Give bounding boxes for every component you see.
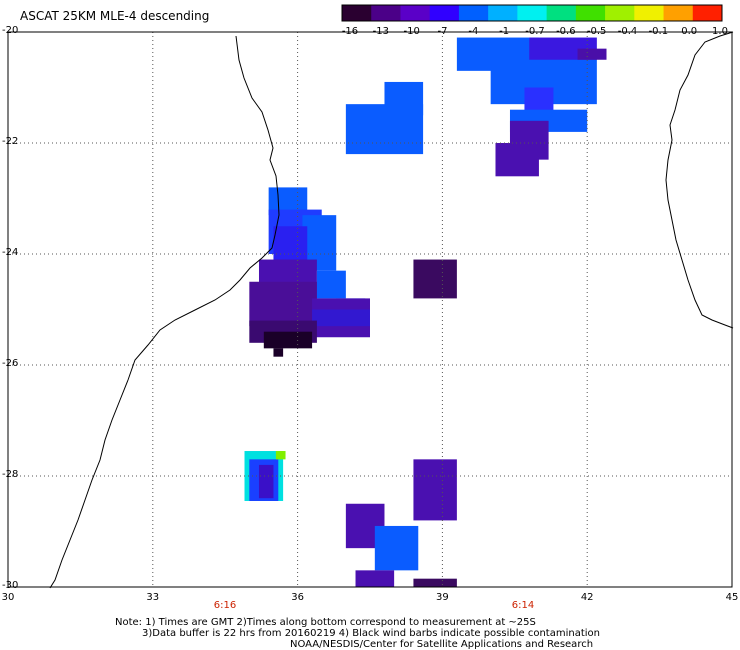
lat-tick-label: -20 [2,25,19,36]
coastline-africa [49,35,280,589]
wind-cell [345,104,424,155]
wind-cell [316,270,346,299]
wind-cell [273,348,284,357]
map-title: ASCAT 25KM MLE-4 descending [20,9,210,23]
wind-cell [413,459,457,521]
lon-tick-label: 36 [291,592,304,603]
colorbar-swatch [371,5,401,21]
lat-tick-label: -26 [2,358,19,369]
lon-tick-label: 33 [146,592,160,603]
lat-tick-label: -24 [2,247,19,258]
colorbar-swatch [342,5,372,21]
wind-cell [495,143,539,177]
coastline-madagascar [665,31,734,329]
wind-map[interactable] [0,0,740,600]
wind-cell [275,451,286,460]
colorbar-swatch [692,5,723,21]
wind-cell [249,281,317,327]
footnote-line-2: 3)Data buffer is 22 hrs from 20160219 4)… [142,628,600,639]
wind-cell [263,331,313,349]
map-frame [7,31,733,588]
colorbar-swatch [429,5,460,21]
colorbar-swatch [634,5,665,21]
colorbar-swatch [488,5,518,21]
colorbar-swatch [517,5,548,21]
colorbar-swatch [605,5,635,21]
colorbar-swatch [458,5,489,21]
wind-cell [413,578,457,587]
footnote-line-1: Note: 1) Times are GMT 2)Times along bot… [115,617,536,628]
footnote-credit: NOAA/NESDIS/Center for Satellite Applica… [290,639,594,650]
colorbar-swatch [663,5,694,21]
lat-tick-label: -30 [2,580,19,591]
lon-tick-label: 42 [580,592,594,603]
colorbar-swatch [575,5,606,21]
wind-cell [258,464,274,499]
swath-time-label: 6:16 [213,600,237,611]
wind-cell [577,48,607,60]
colorbar-legend [341,4,723,22]
colorbar-swatch [400,5,431,21]
wind-cell [312,309,370,327]
wind-cell [413,259,457,299]
wind-cell [355,570,395,587]
lat-tick-label: -22 [2,136,19,147]
colorbar-frame [341,4,723,22]
lon-tick-label: 39 [436,592,449,603]
wind-cell [374,525,419,571]
lon-tick-label: 30 [1,592,15,603]
swath-time-label: 6:14 [511,600,535,611]
lat-tick-label: -28 [2,469,19,480]
lon-tick-label: 45 [725,592,739,603]
colorbar-swatch [546,5,577,21]
wind-cell [273,226,308,266]
